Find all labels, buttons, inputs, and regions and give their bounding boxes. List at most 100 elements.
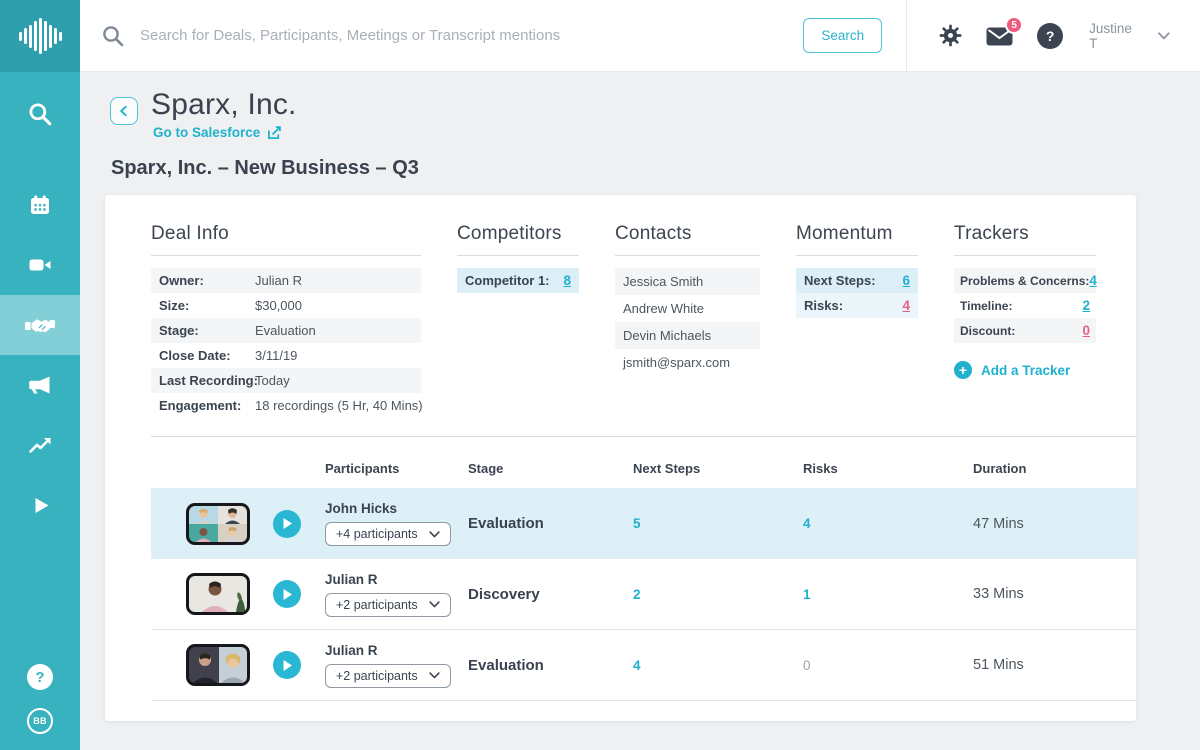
calendar-icon	[31, 195, 49, 214]
user-name: Justine T	[1089, 20, 1132, 51]
info-row: Size: $30,000	[151, 293, 421, 318]
add-tracker-button[interactable]: + Add a Tracker	[954, 361, 1096, 379]
participants-count: +4 participants	[336, 527, 418, 541]
info-row-value: Evaluation	[255, 323, 316, 338]
meeting-duration: 47 Mins	[973, 515, 1024, 532]
meeting-risks-count: 0	[803, 657, 811, 673]
gear-icon	[939, 24, 962, 47]
add-tracker-label: Add a Tracker	[981, 362, 1071, 378]
info-row-value: $30,000	[255, 298, 302, 313]
count-link[interactable]: 4	[1089, 273, 1097, 288]
user-menu[interactable]: Justine T	[1089, 21, 1200, 51]
count-link[interactable]: 8	[563, 273, 571, 288]
section-competitors: Competitors Competitor 1: 8	[457, 223, 579, 418]
meeting-risks-count[interactable]: 4	[803, 516, 811, 531]
meetings-table-body: John Hicks +4 participants Evaluation 5 …	[151, 488, 1136, 701]
column-header: Risks	[803, 461, 838, 476]
info-row-label: Problems & Concerns:	[960, 273, 1090, 288]
topbar-divider	[906, 0, 908, 72]
column-header: Next Steps	[633, 461, 701, 476]
section-trackers: Trackers Problems & Concerns: 4 Timeline…	[954, 223, 1097, 418]
meeting-next-steps-count[interactable]: 4	[633, 657, 641, 673]
topbar-icons: 5 ?	[907, 16, 1089, 49]
info-row: Stage: Evaluation	[151, 318, 421, 343]
meeting-row[interactable]: John Hicks +4 participants Evaluation 5 …	[151, 488, 1136, 559]
meeting-duration: 51 Mins	[973, 657, 1024, 673]
meeting-owner: Julian R	[325, 642, 378, 658]
section-contacts: Contacts Jessica Smith Andrew White Devin …	[615, 223, 760, 418]
meeting-thumbnail[interactable]	[186, 573, 250, 615]
search-icon	[103, 25, 124, 46]
chevron-down-icon	[428, 672, 440, 679]
play-icon	[283, 518, 292, 529]
info-row: Problems & Concerns: 4	[954, 268, 1097, 293]
sidebar-help-icon[interactable]: ?	[27, 664, 53, 690]
play-button[interactable]	[273, 509, 301, 538]
info-row-label: Discount:	[960, 323, 1016, 338]
participants-count: +2 participants	[336, 668, 418, 683]
help-button[interactable]: ?	[1037, 22, 1064, 49]
envelope-icon	[986, 27, 1013, 46]
sidebar-item-deals[interactable]	[0, 295, 80, 355]
meeting-next-steps-count[interactable]: 5	[633, 516, 641, 531]
sidebar-item-recordings[interactable]	[0, 235, 80, 295]
meeting-next-steps-count[interactable]: 2	[633, 586, 641, 602]
notification-badge: 5	[1005, 16, 1024, 34]
info-row-value: 3/11/19	[255, 348, 298, 363]
waveform-logo-icon	[18, 18, 62, 54]
search-button[interactable]: Search	[803, 18, 883, 53]
sidebar-nav	[0, 84, 80, 535]
contact-row: Andrew White	[623, 301, 704, 316]
count-link[interactable]: 0	[1082, 323, 1090, 338]
app-logo[interactable]	[0, 0, 80, 72]
sidebar-bottom: ? BB	[0, 664, 80, 734]
meeting-thumbnail[interactable]	[186, 502, 250, 545]
participants-count: +2 participants	[336, 597, 418, 612]
salesforce-link[interactable]: Go to Salesforce	[153, 125, 282, 140]
meetings-table-header: Participants Stage Next Steps Risks Duration	[151, 437, 1136, 488]
play-button[interactable]	[273, 580, 301, 608]
back-button[interactable]	[110, 97, 138, 125]
info-row-label: Competitor 1:	[465, 273, 550, 288]
section-momentum: Momentum Next Steps: 6 Risks: 4	[796, 223, 918, 418]
meeting-risks-count[interactable]: 1	[803, 586, 811, 602]
info-row: Risks: 4	[796, 293, 918, 318]
sidebar-item-library[interactable]	[0, 475, 80, 535]
play-button[interactable]	[273, 651, 301, 679]
count-link[interactable]: 6	[902, 273, 910, 288]
sidebar-item-search[interactable]	[0, 84, 80, 144]
count-link[interactable]: 2	[1082, 298, 1090, 313]
meeting-stage: Evaluation	[468, 656, 544, 674]
meeting-row[interactable]: Julian R +2 participants Discovery 2 1 3…	[151, 559, 1136, 630]
contact-row: jsmith@sparx.com	[623, 355, 731, 370]
meeting-row[interactable]: Julian R +2 participants Evaluation 4 0 …	[151, 630, 1136, 701]
sidebar-item-calendar[interactable]	[0, 175, 80, 235]
sidebar-item-coaching[interactable]	[0, 355, 80, 415]
column-header: Participants	[325, 461, 400, 476]
salesforce-link-label: Go to Salesforce	[153, 125, 261, 140]
main-area: Sparx, Inc. Go to Salesforce Sparx, Inc.…	[80, 72, 1200, 750]
info-row: Last Recording: Today	[151, 368, 421, 393]
meeting-duration: 33 Mins	[973, 586, 1024, 602]
info-row-label: Last Recording:	[159, 373, 258, 388]
chevron-down-icon	[1158, 31, 1170, 39]
play-icon	[283, 659, 292, 671]
participants-dropdown[interactable]: +2 participants	[325, 592, 451, 617]
chevron-left-icon	[120, 105, 127, 117]
avatar[interactable]: BB	[27, 708, 53, 734]
search-input[interactable]	[138, 26, 804, 45]
contact-row: Devin Michaels	[615, 322, 760, 349]
count-link[interactable]: 4	[902, 298, 910, 313]
notifications-button[interactable]: 5	[986, 16, 1024, 46]
sidebar-item-stats[interactable]	[0, 415, 80, 475]
participants-dropdown[interactable]: +2 participants	[325, 663, 451, 688]
settings-button[interactable]	[939, 24, 962, 47]
meeting-thumbnail[interactable]	[186, 644, 250, 686]
deal-card: Deal Info Owner: Julian R Size: $30,000 …	[105, 195, 1136, 721]
page-title: Sparx, Inc.	[151, 88, 297, 121]
participants-dropdown[interactable]: +4 participants	[325, 522, 451, 546]
meeting-stage: Discovery	[468, 585, 540, 603]
info-row-value: Today	[255, 373, 290, 388]
megaphone-icon	[29, 376, 50, 394]
page-head: Sparx, Inc. Go to Salesforce	[110, 88, 1136, 142]
